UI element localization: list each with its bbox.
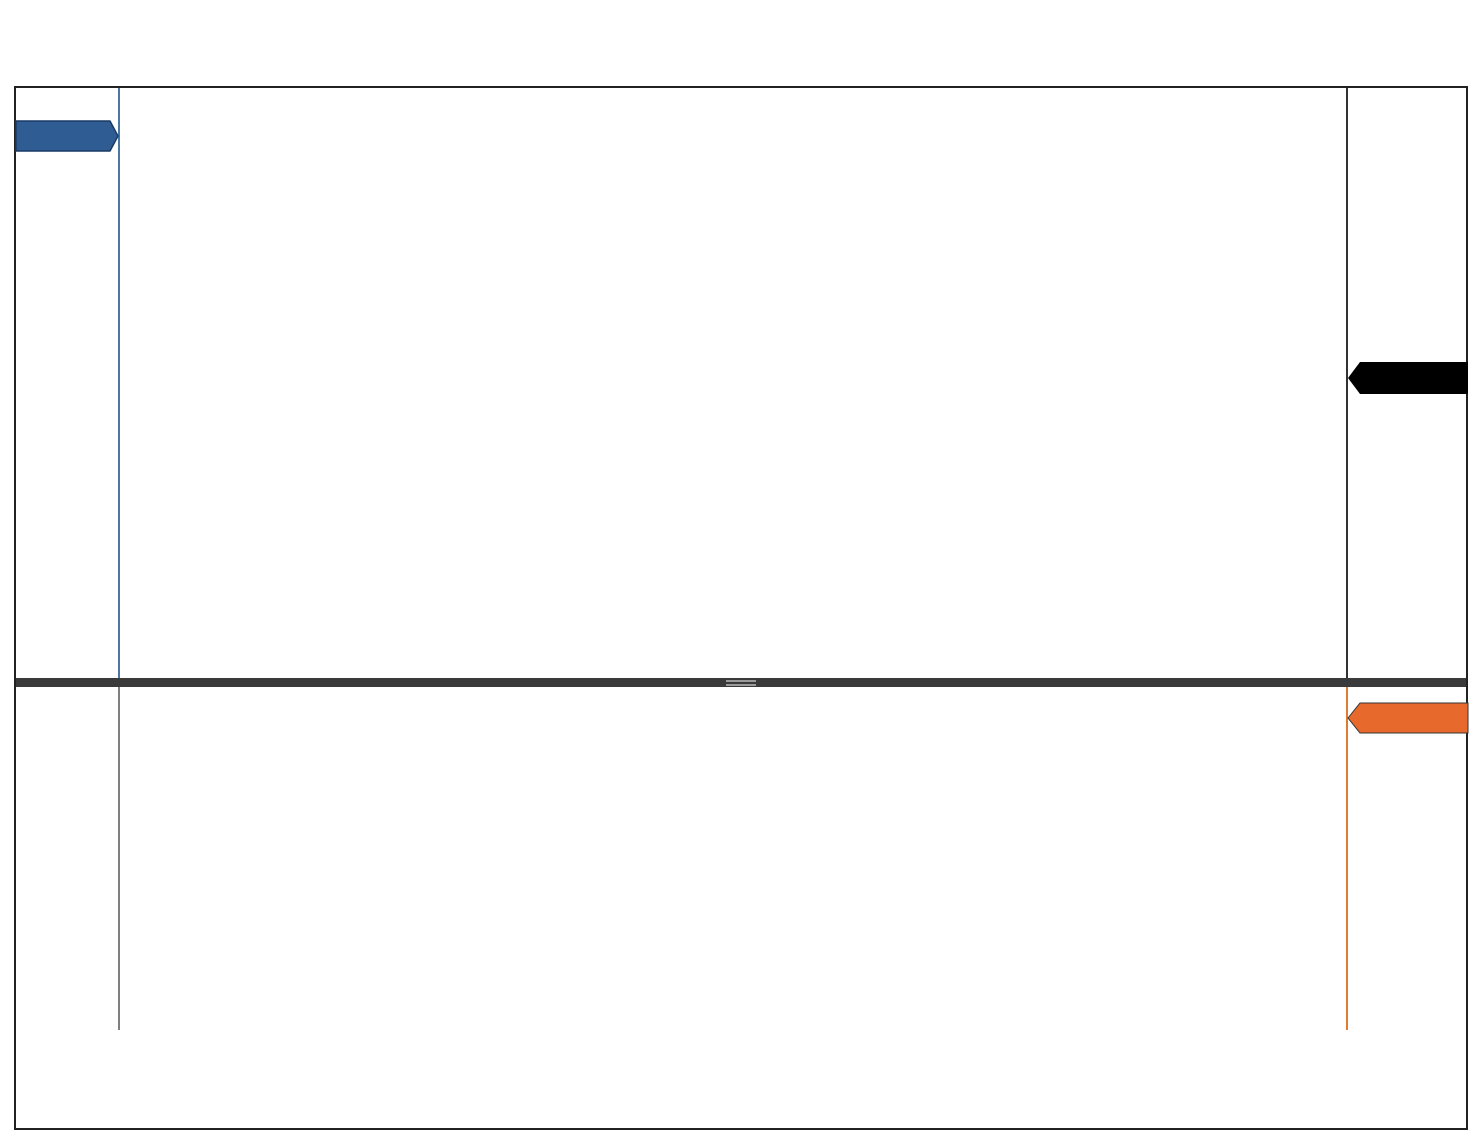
etf-last-value-tag	[1347, 702, 1469, 734]
chart-frame	[14, 86, 1468, 1130]
panel-divider[interactable]	[16, 678, 1466, 687]
divider-grip-icon-line	[726, 684, 756, 686]
cftc-last-value-tag	[1348, 362, 1468, 394]
divider-grip-icon[interactable]	[726, 680, 756, 682]
spot-last-value-tag	[15, 120, 119, 152]
